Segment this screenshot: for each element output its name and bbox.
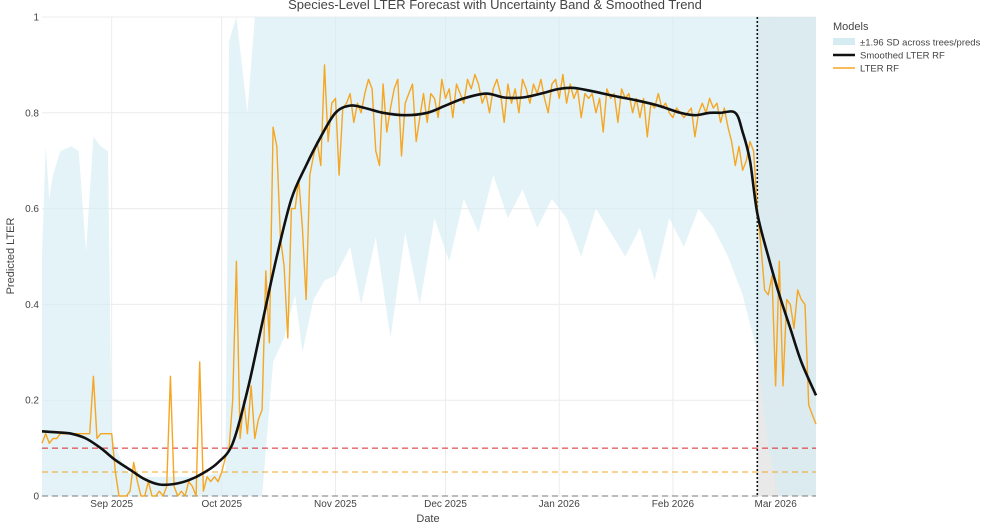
x-tick-label: Jan 2026 [539, 499, 581, 510]
y-tick-label: 0 [33, 492, 39, 503]
y-tick-label: 1 [33, 13, 39, 24]
legend: Models ±1.96 SD across trees/preds Smoothe… [833, 21, 981, 75]
legend-entry-label: LTER RF [860, 64, 899, 75]
x-tick-label: Nov 2025 [314, 499, 357, 510]
y-axis-title: Predicted LTER [5, 218, 17, 295]
y-tick-label: 0.6 [25, 204, 39, 215]
x-tick-label: Mar 2026 [755, 499, 798, 510]
series-layer [41, 64, 818, 497]
x-tick-label: Oct 2025 [201, 499, 242, 510]
x-tick-label: Feb 2026 [652, 499, 695, 510]
reference-lines [42, 17, 816, 497]
legend-entry-label: Smoothed LTER RF [860, 51, 945, 62]
y-tick-label: 0.8 [25, 108, 39, 119]
y-tick-label: 0.2 [25, 396, 39, 407]
series-line-smoothed [41, 86, 818, 487]
legend-swatch-band [833, 38, 855, 45]
x-axis-title: Date [416, 513, 439, 524]
x-tick-label: Dec 2025 [424, 499, 467, 510]
chart-title: Species-Level LTER Forecast with Uncerta… [288, 0, 702, 12]
uncertainty-band-layer [42, 17, 816, 496]
legend-title: Models [833, 21, 869, 33]
x-tick-label: Sep 2025 [90, 499, 133, 510]
legend-entry-label: ±1.96 SD across trees/preds [860, 38, 981, 49]
uncertainty-band [42, 17, 816, 496]
y-tick-label: 0.4 [25, 300, 39, 311]
axes: 0 0.2 0.4 0.6 0.8 1 Sep 2025 Oct 2025 Nov 2025 De… [25, 13, 797, 511]
